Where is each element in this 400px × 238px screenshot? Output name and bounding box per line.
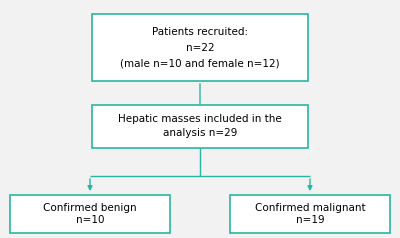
Bar bbox=[230, 195, 390, 233]
Bar bbox=[92, 105, 308, 148]
Text: n=19: n=19 bbox=[296, 215, 324, 225]
Text: analysis n=29: analysis n=29 bbox=[163, 128, 237, 138]
Text: Hepatic masses included in the: Hepatic masses included in the bbox=[118, 114, 282, 124]
Text: (male n=10 and female n=12): (male n=10 and female n=12) bbox=[120, 58, 280, 68]
Bar bbox=[92, 14, 308, 81]
Text: n=10: n=10 bbox=[76, 215, 104, 225]
Text: Confirmed malignant: Confirmed malignant bbox=[255, 203, 365, 213]
Text: n=22: n=22 bbox=[186, 43, 214, 53]
Text: Confirmed benign: Confirmed benign bbox=[43, 203, 137, 213]
Bar bbox=[10, 195, 170, 233]
Text: Patients recruited:: Patients recruited: bbox=[152, 27, 248, 37]
